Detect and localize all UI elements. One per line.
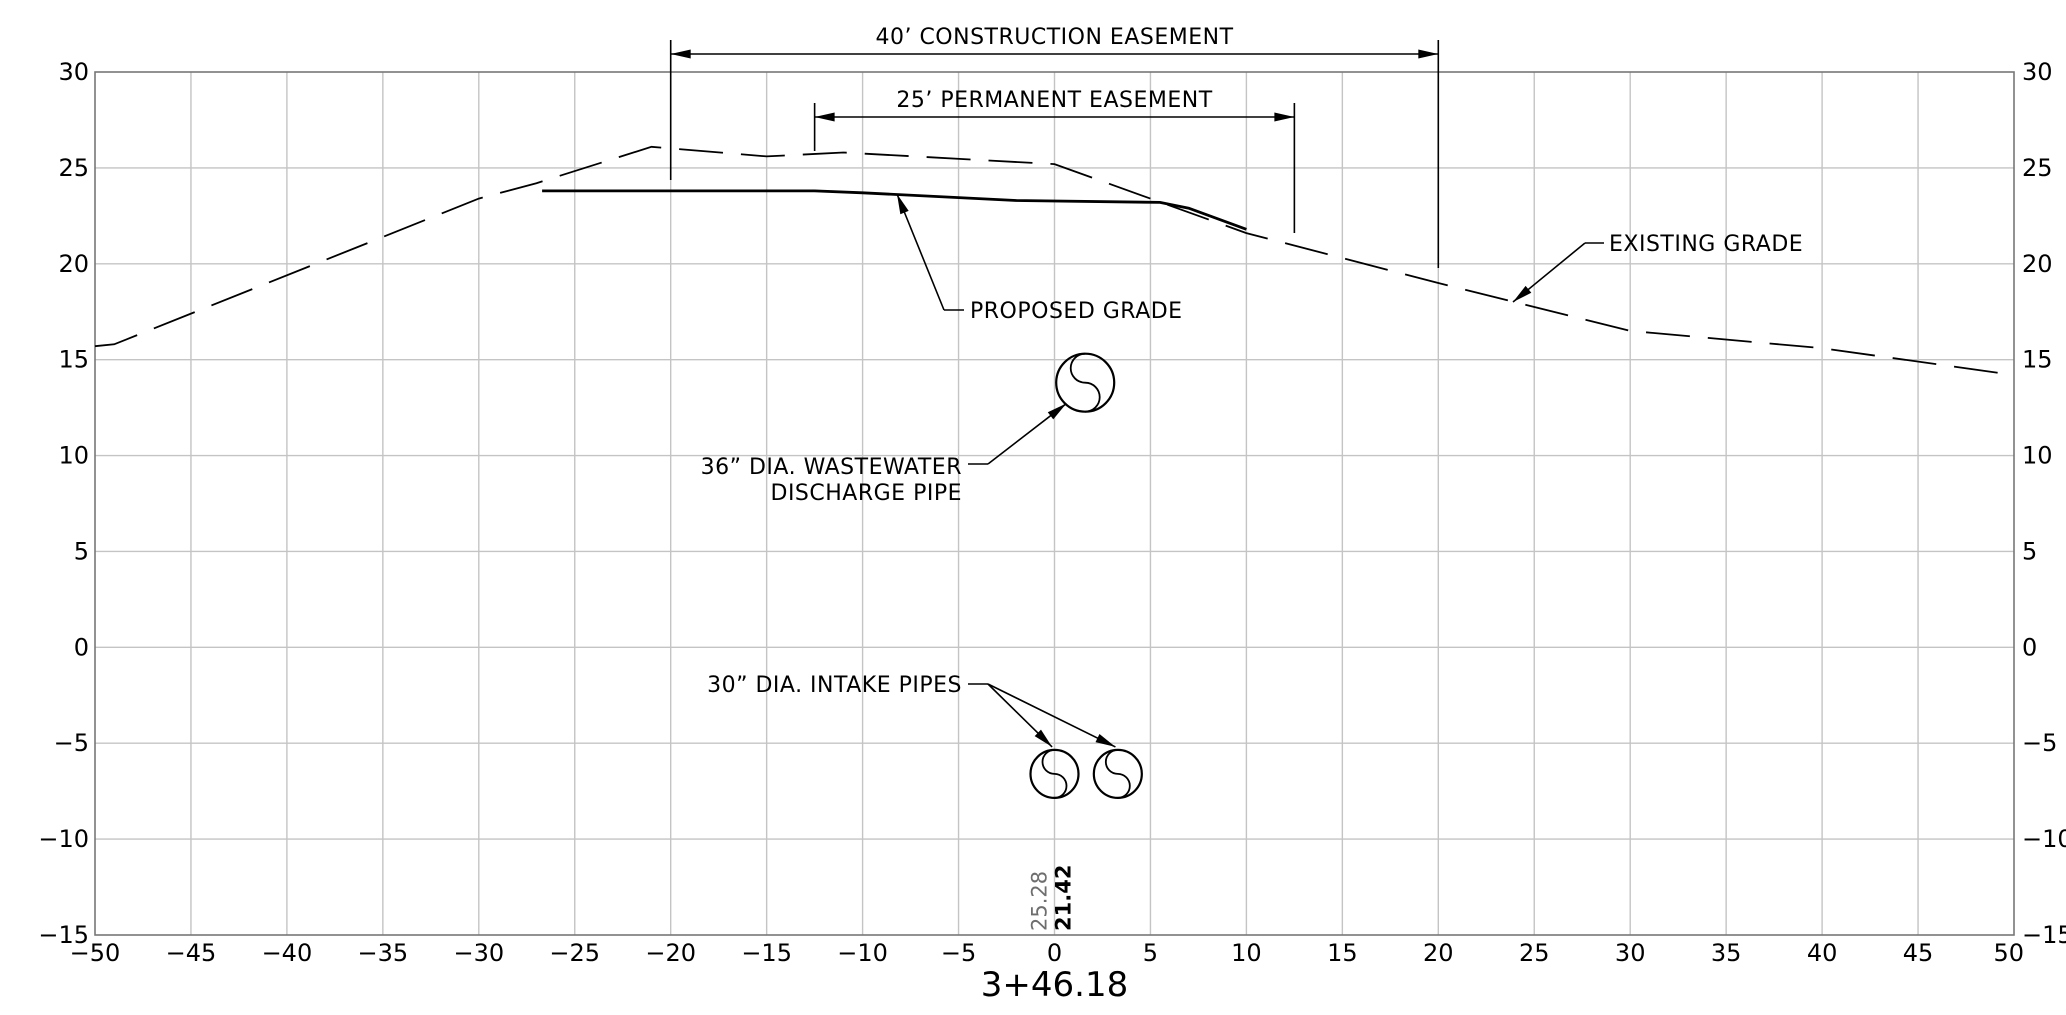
x-tick-label: 20 xyxy=(1423,939,1454,967)
x-tick-label: −30 xyxy=(453,939,504,967)
discharge-pipe-label: 36” DIA. WASTEWATER xyxy=(701,455,962,480)
proposed-grade-leader-line xyxy=(896,193,945,311)
y-axis-left-ticks: 30 25 20 15 10 5 0 −5 −10 −15 xyxy=(38,58,89,949)
y-tick-label-right: 10 xyxy=(2022,442,2053,470)
existing-grade-label: EXISTING GRADE xyxy=(1609,232,1803,257)
x-tick-label: −25 xyxy=(549,939,600,967)
intake-pipe-leader-line xyxy=(987,683,1116,748)
y-tick-label-left: 5 xyxy=(74,537,89,565)
existing-grade-leader-arrowhead xyxy=(1513,285,1532,302)
x-tick-label: 15 xyxy=(1327,939,1358,967)
discharge-pipe-leader-arrowhead xyxy=(1047,403,1067,420)
x-tick-label: −20 xyxy=(645,939,696,967)
y-tick-label-right: 0 xyxy=(2022,633,2037,661)
y-tick-label-left: −15 xyxy=(38,921,89,949)
y-tick-label-left: −5 xyxy=(54,729,89,757)
intake-pipe-leader-arrowhead xyxy=(1034,729,1053,747)
y-tick-label-left: −10 xyxy=(38,825,89,853)
easement-label: 40’ CONSTRUCTION EASEMENT xyxy=(875,25,1233,50)
x-tick-label: −35 xyxy=(358,939,409,967)
y-tick-label-right: 5 xyxy=(2022,537,2037,565)
x-tick-label: −45 xyxy=(166,939,217,967)
x-tick-label: −5 xyxy=(941,939,976,967)
y-tick-label-right: −15 xyxy=(2022,921,2066,949)
pipe-symbol-curve xyxy=(1069,352,1101,413)
y-tick-label-right: −5 xyxy=(2022,729,2057,757)
y-tick-label-left: 20 xyxy=(58,250,89,278)
proposed-grade-leader-arrowhead xyxy=(897,194,909,215)
x-tick-label: 0 xyxy=(1047,939,1062,967)
existing-centerline-elevation: 25.28 xyxy=(1028,871,1052,931)
station-label: 3+46.18 xyxy=(981,965,1128,1005)
x-tick-label: 5 xyxy=(1143,939,1158,967)
pipe-symbol-curve xyxy=(1041,749,1068,799)
intake-pipes-label: 30” DIA. INTAKE PIPES xyxy=(707,673,962,698)
x-tick-label: 35 xyxy=(1711,939,1742,967)
x-tick-label: −50 xyxy=(70,939,121,967)
easement-arrowhead xyxy=(1418,49,1439,59)
y-tick-label-left: 10 xyxy=(58,442,89,470)
x-tick-label: 45 xyxy=(1903,939,1934,967)
y-tick-label-right: 15 xyxy=(2022,346,2053,374)
centerline-elevations: 25.28 21.42 xyxy=(1028,865,1076,931)
proposed-grade-label: PROPOSED GRADE xyxy=(970,299,1183,324)
pipe-symbol-curve xyxy=(1104,749,1131,799)
easement-arrowhead xyxy=(1274,112,1295,122)
easement-label: 25’ PERMANENT EASEMENT xyxy=(896,88,1212,113)
easement-dimensions: 40’ CONSTRUCTION EASEMENT 25’ PERMANENT E… xyxy=(669,25,1440,268)
easement-arrowhead xyxy=(670,49,691,59)
x-tick-label: 50 xyxy=(1993,939,2024,967)
proposed-centerline-elevation: 21.42 xyxy=(1052,865,1076,931)
y-tick-label-right: 25 xyxy=(2022,154,2053,182)
x-tick-label: 25 xyxy=(1519,939,1550,967)
existing-grade-line xyxy=(94,145,2015,376)
proposed-grade-line xyxy=(542,189,1247,231)
y-tick-label-right: 30 xyxy=(2022,58,2053,86)
grid xyxy=(95,72,2014,935)
y-axis-right-ticks: 30 25 20 15 10 5 0 −5 −10 −15 xyxy=(2022,58,2066,949)
y-tick-label-right: 20 xyxy=(2022,250,2053,278)
x-tick-label: −10 xyxy=(837,939,888,967)
easement-arrowhead xyxy=(814,112,835,122)
x-tick-label: 40 xyxy=(1807,939,1838,967)
x-tick-label: −15 xyxy=(741,939,792,967)
y-tick-label-left: 15 xyxy=(58,346,89,374)
y-tick-label-left: 30 xyxy=(58,58,89,86)
x-tick-label: 30 xyxy=(1615,939,1646,967)
intake-pipe-leader-arrowhead xyxy=(1095,734,1116,747)
y-tick-label-left: 25 xyxy=(58,154,89,182)
y-tick-label-right: −10 xyxy=(2022,825,2066,853)
x-tick-label: 10 xyxy=(1231,939,1262,967)
x-tick-label: −40 xyxy=(262,939,313,967)
y-tick-label-left: 0 xyxy=(74,633,89,661)
x-axis-ticks: −50 −45 −40 −35 −30 −25 −20 −15 −10 −5 0 5 10 15 20 25 3… xyxy=(70,939,2024,967)
discharge-pipe-label: DISCHARGE PIPE xyxy=(771,481,963,506)
plot-frame xyxy=(94,71,2015,936)
leader-annotations: PROPOSED GRADE EXISTING GRADE xyxy=(896,193,1803,324)
